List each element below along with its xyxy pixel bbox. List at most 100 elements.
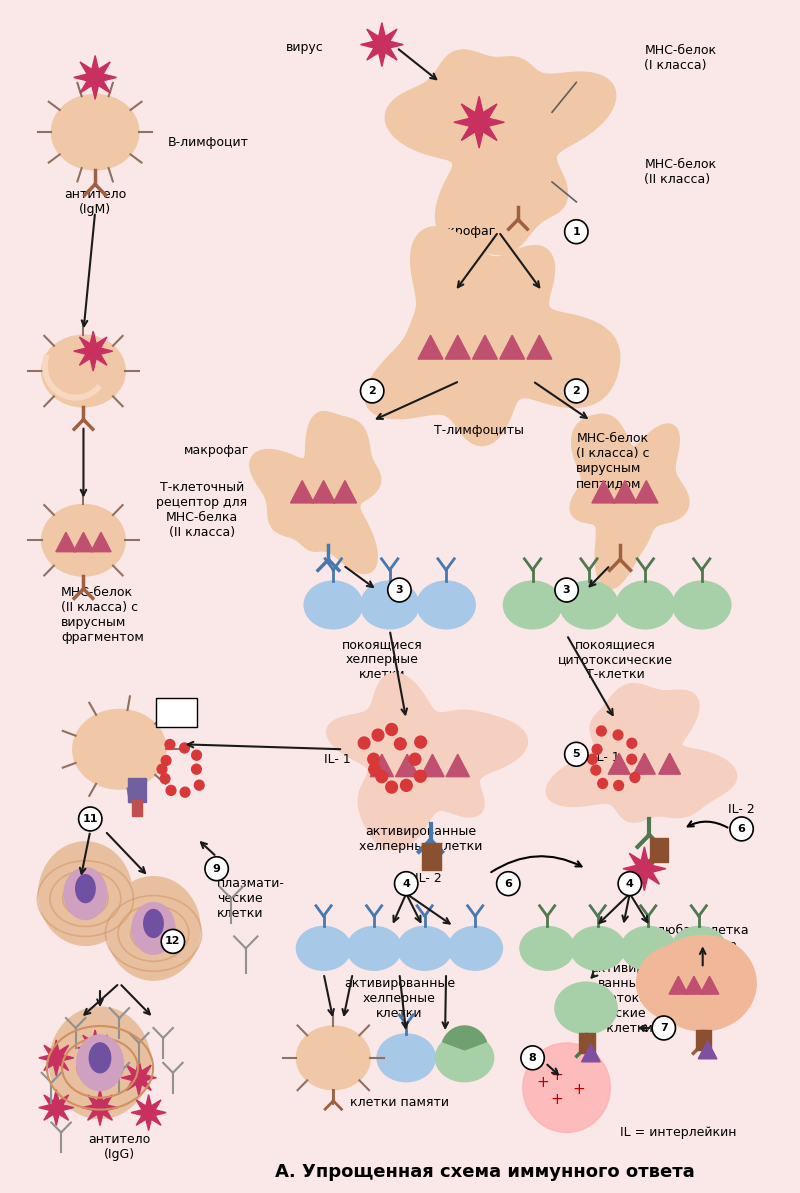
Text: любая клетка
организма: любая клетка организма bbox=[657, 925, 749, 952]
Polygon shape bbox=[570, 414, 689, 589]
Ellipse shape bbox=[555, 982, 617, 1034]
Ellipse shape bbox=[51, 94, 139, 169]
Ellipse shape bbox=[296, 927, 350, 970]
Text: А. Упрощенная схема иммунного ответа: А. Упрощенная схема иммунного ответа bbox=[275, 1163, 694, 1181]
Circle shape bbox=[166, 785, 176, 796]
Text: активированные
хелперные клетки: активированные хелперные клетки bbox=[359, 824, 482, 853]
Circle shape bbox=[180, 787, 190, 797]
Polygon shape bbox=[386, 50, 616, 254]
Ellipse shape bbox=[673, 581, 731, 629]
Polygon shape bbox=[131, 1095, 166, 1131]
Text: 10: 10 bbox=[166, 705, 178, 715]
Polygon shape bbox=[592, 481, 615, 503]
Circle shape bbox=[523, 1043, 610, 1132]
Text: покоящиеся
цитотоксические
Т-клетки: покоящиеся цитотоксические Т-клетки bbox=[558, 638, 673, 681]
Text: 12: 12 bbox=[165, 937, 181, 946]
Ellipse shape bbox=[132, 903, 175, 954]
FancyBboxPatch shape bbox=[156, 698, 198, 728]
Ellipse shape bbox=[77, 1036, 123, 1090]
Polygon shape bbox=[74, 532, 94, 551]
Circle shape bbox=[386, 781, 398, 793]
Text: IL- 2: IL- 2 bbox=[415, 872, 442, 885]
Text: +: + bbox=[550, 1068, 563, 1083]
Polygon shape bbox=[418, 335, 443, 359]
Ellipse shape bbox=[621, 927, 675, 970]
Polygon shape bbox=[290, 481, 314, 503]
Polygon shape bbox=[56, 532, 76, 551]
Text: IL: IL bbox=[182, 706, 194, 719]
Polygon shape bbox=[623, 847, 666, 891]
Polygon shape bbox=[334, 481, 357, 503]
Polygon shape bbox=[38, 1040, 74, 1076]
Circle shape bbox=[160, 774, 170, 784]
FancyBboxPatch shape bbox=[422, 842, 442, 870]
Polygon shape bbox=[700, 976, 719, 994]
Ellipse shape bbox=[42, 505, 126, 576]
Polygon shape bbox=[91, 532, 111, 551]
Text: 9: 9 bbox=[213, 864, 221, 873]
Ellipse shape bbox=[570, 927, 625, 970]
Circle shape bbox=[386, 723, 398, 735]
Text: +: + bbox=[550, 1092, 563, 1107]
Wedge shape bbox=[49, 357, 97, 394]
Text: 2: 2 bbox=[368, 387, 376, 396]
Circle shape bbox=[157, 765, 167, 774]
Circle shape bbox=[192, 750, 202, 760]
Circle shape bbox=[415, 736, 426, 748]
Polygon shape bbox=[582, 1044, 600, 1062]
FancyBboxPatch shape bbox=[696, 1030, 711, 1050]
Circle shape bbox=[565, 742, 588, 766]
Ellipse shape bbox=[377, 1034, 435, 1082]
Polygon shape bbox=[658, 753, 681, 774]
Text: макрофаг: макрофаг bbox=[430, 225, 496, 239]
Text: 4: 4 bbox=[626, 879, 634, 889]
FancyBboxPatch shape bbox=[579, 1033, 594, 1053]
Circle shape bbox=[592, 744, 602, 754]
Ellipse shape bbox=[435, 1034, 494, 1082]
Ellipse shape bbox=[144, 909, 163, 938]
Circle shape bbox=[614, 780, 623, 791]
Polygon shape bbox=[685, 976, 703, 994]
Polygon shape bbox=[78, 1030, 113, 1065]
Circle shape bbox=[618, 872, 642, 896]
Circle shape bbox=[376, 771, 388, 783]
Circle shape bbox=[165, 740, 174, 749]
Text: 2: 2 bbox=[573, 387, 580, 396]
Polygon shape bbox=[446, 754, 470, 777]
Polygon shape bbox=[634, 753, 655, 774]
Polygon shape bbox=[74, 332, 113, 371]
Polygon shape bbox=[527, 335, 552, 359]
Polygon shape bbox=[122, 1059, 156, 1095]
Ellipse shape bbox=[304, 581, 362, 629]
Text: 11: 11 bbox=[82, 814, 98, 824]
Polygon shape bbox=[421, 754, 444, 777]
Ellipse shape bbox=[73, 710, 166, 789]
Text: МНС-белок
(II класса) с
вирусным
фрагментом: МНС-белок (II класса) с вирусным фрагмен… bbox=[61, 586, 144, 644]
Text: антитело
(IgG): антитело (IgG) bbox=[88, 1133, 150, 1162]
Text: 3: 3 bbox=[562, 585, 570, 595]
Text: Т-клеточный
рецептор для
МНС-белка
(II класса): Т-клеточный рецептор для МНС-белка (II к… bbox=[157, 482, 248, 539]
Circle shape bbox=[555, 579, 578, 602]
Wedge shape bbox=[42, 354, 101, 400]
Polygon shape bbox=[395, 754, 419, 777]
Text: IL- 2: IL- 2 bbox=[728, 803, 755, 816]
Circle shape bbox=[652, 1016, 675, 1040]
Circle shape bbox=[565, 379, 588, 403]
Text: +: + bbox=[536, 1075, 549, 1090]
Text: 6: 6 bbox=[504, 879, 512, 889]
Polygon shape bbox=[365, 227, 620, 446]
Polygon shape bbox=[546, 684, 737, 822]
Text: 6: 6 bbox=[738, 824, 746, 834]
Ellipse shape bbox=[361, 581, 419, 629]
Ellipse shape bbox=[106, 877, 200, 981]
Text: плазмати-
ческие
клетки: плазмати- ческие клетки bbox=[217, 877, 285, 920]
Text: В-лимфоцит: В-лимфоцит bbox=[168, 136, 249, 149]
FancyBboxPatch shape bbox=[132, 801, 142, 816]
Text: Т-лимфоциты: Т-лимфоциты bbox=[434, 425, 524, 438]
Polygon shape bbox=[312, 481, 335, 503]
Polygon shape bbox=[698, 1041, 717, 1059]
Circle shape bbox=[598, 779, 607, 789]
Circle shape bbox=[192, 765, 202, 774]
Circle shape bbox=[401, 779, 412, 791]
Ellipse shape bbox=[560, 581, 618, 629]
